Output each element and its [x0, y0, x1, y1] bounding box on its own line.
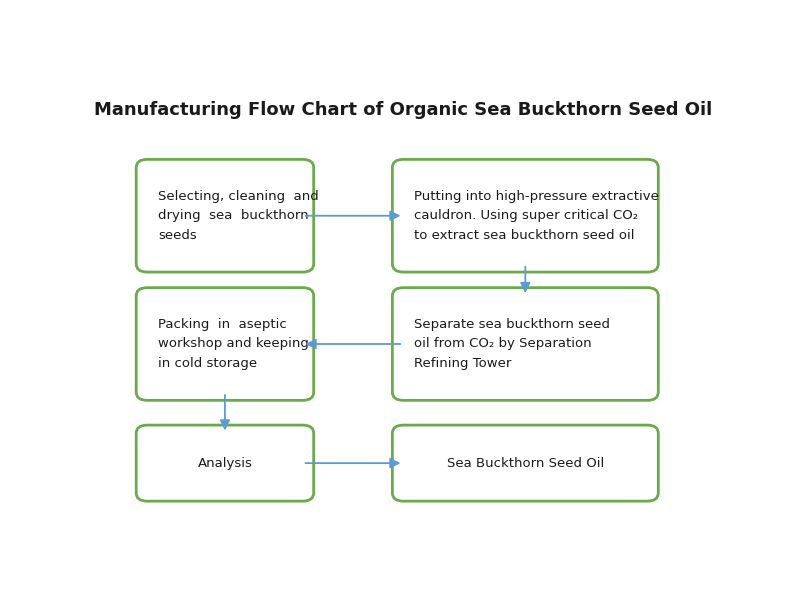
FancyBboxPatch shape — [136, 425, 314, 501]
Text: Putting into high-pressure extractive
cauldron. Using super critical CO₂
to extr: Putting into high-pressure extractive ca… — [414, 190, 660, 242]
Text: Selecting, cleaning  and
drying  sea  buckthorn
seeds: Selecting, cleaning and drying sea buckt… — [158, 190, 319, 242]
Text: Sea Buckthorn Seed Oil: Sea Buckthorn Seed Oil — [447, 456, 604, 469]
Text: Analysis: Analysis — [198, 456, 253, 469]
FancyBboxPatch shape — [393, 287, 658, 400]
FancyBboxPatch shape — [136, 287, 314, 400]
Text: Manufacturing Flow Chart of Organic Sea Buckthorn Seed Oil: Manufacturing Flow Chart of Organic Sea … — [94, 101, 712, 120]
Text: Separate sea buckthorn seed
oil from CO₂ by Separation
Refining Tower: Separate sea buckthorn seed oil from CO₂… — [414, 318, 610, 370]
Text: Packing  in  aseptic
workshop and keeping
in cold storage: Packing in aseptic workshop and keeping … — [158, 318, 309, 370]
FancyBboxPatch shape — [136, 159, 314, 272]
FancyBboxPatch shape — [393, 159, 658, 272]
FancyBboxPatch shape — [393, 425, 658, 501]
